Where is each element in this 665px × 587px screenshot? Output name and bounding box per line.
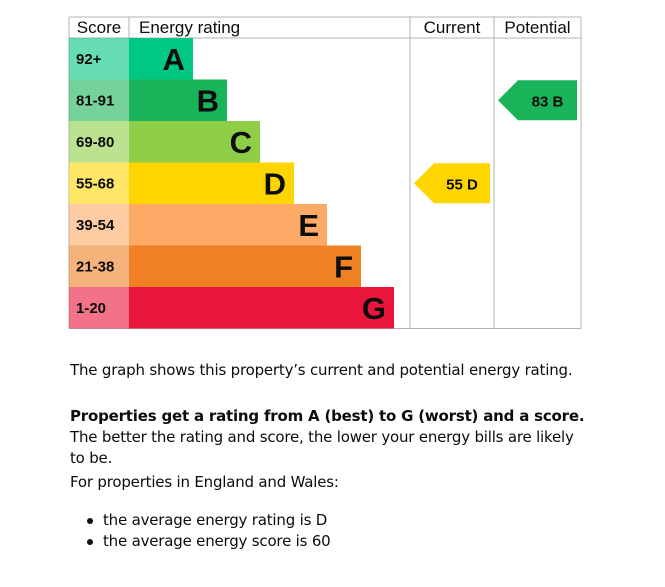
rating-letter-g: G bbox=[362, 291, 386, 326]
score-cell-a bbox=[69, 38, 129, 80]
score-range-f: 21-38 bbox=[76, 258, 114, 275]
rating-bands: 92+ A 81-91 B 69-80 C 55-68 D 39-54 E 21-38 F 1-20 G bbox=[69, 38, 394, 329]
average-list: the average energy rating is D the avera… bbox=[70, 510, 331, 552]
rating-explanation: Properties get a rating from A (best) to… bbox=[70, 406, 590, 469]
score-range-e: 39-54 bbox=[76, 217, 115, 234]
chart-intro-text: The graph shows this property’s current … bbox=[70, 361, 573, 379]
score-cell-g bbox=[69, 287, 129, 329]
energy-rating-chart: Score Energy rating Current Potential 92+ A 8… bbox=[68, 16, 582, 329]
header-score: Score bbox=[77, 18, 121, 37]
potential-rating-arrow bbox=[498, 80, 577, 121]
score-range-g: 1-20 bbox=[76, 300, 106, 317]
rating-letter-d: D bbox=[264, 166, 286, 201]
score-cell-f bbox=[69, 245, 129, 287]
score-cell-e bbox=[69, 204, 129, 246]
rating-bar-e bbox=[129, 204, 327, 246]
average-score-item: the average energy score is 60 bbox=[70, 531, 331, 552]
chart-headers: Score Energy rating Current Potential bbox=[77, 18, 571, 37]
potential-rating-label: 83 B bbox=[532, 93, 564, 110]
rating-letter-e: E bbox=[298, 208, 319, 243]
rating-bar-f bbox=[129, 245, 361, 287]
region-text: For properties in England and Wales: bbox=[70, 473, 339, 491]
score-range-a: 92+ bbox=[76, 51, 102, 68]
header-potential: Potential bbox=[504, 18, 570, 37]
rating-bar-g bbox=[129, 287, 394, 329]
rating-bar-c bbox=[129, 121, 260, 163]
score-range-b: 81-91 bbox=[76, 92, 114, 109]
average-rating-item: the average energy rating is D bbox=[70, 510, 331, 531]
rating-explanation-bold: Properties get a rating from A (best) to… bbox=[70, 407, 585, 425]
rating-letter-c: C bbox=[230, 125, 252, 160]
score-cell-c bbox=[69, 121, 129, 163]
rating-letter-b: B bbox=[197, 83, 219, 118]
rating-explanation-rest: The better the rating and score, the low… bbox=[70, 428, 574, 467]
rating-letter-f: F bbox=[334, 249, 353, 284]
score-range-c: 69-80 bbox=[76, 134, 114, 151]
current-rating-arrow bbox=[414, 163, 490, 204]
rating-arrows: 55 D 83 B bbox=[414, 80, 577, 204]
rating-letter-a: A bbox=[163, 42, 185, 77]
score-range-d: 55-68 bbox=[76, 175, 114, 192]
score-cell-b bbox=[69, 79, 129, 121]
current-rating-label: 55 D bbox=[446, 176, 478, 193]
header-current: Current bbox=[424, 18, 481, 37]
rating-bar-d bbox=[129, 162, 294, 204]
header-energy-rating: Energy rating bbox=[139, 18, 240, 37]
score-cell-d bbox=[69, 162, 129, 204]
rating-bar-a bbox=[129, 38, 193, 80]
rating-bar-b bbox=[129, 79, 227, 121]
